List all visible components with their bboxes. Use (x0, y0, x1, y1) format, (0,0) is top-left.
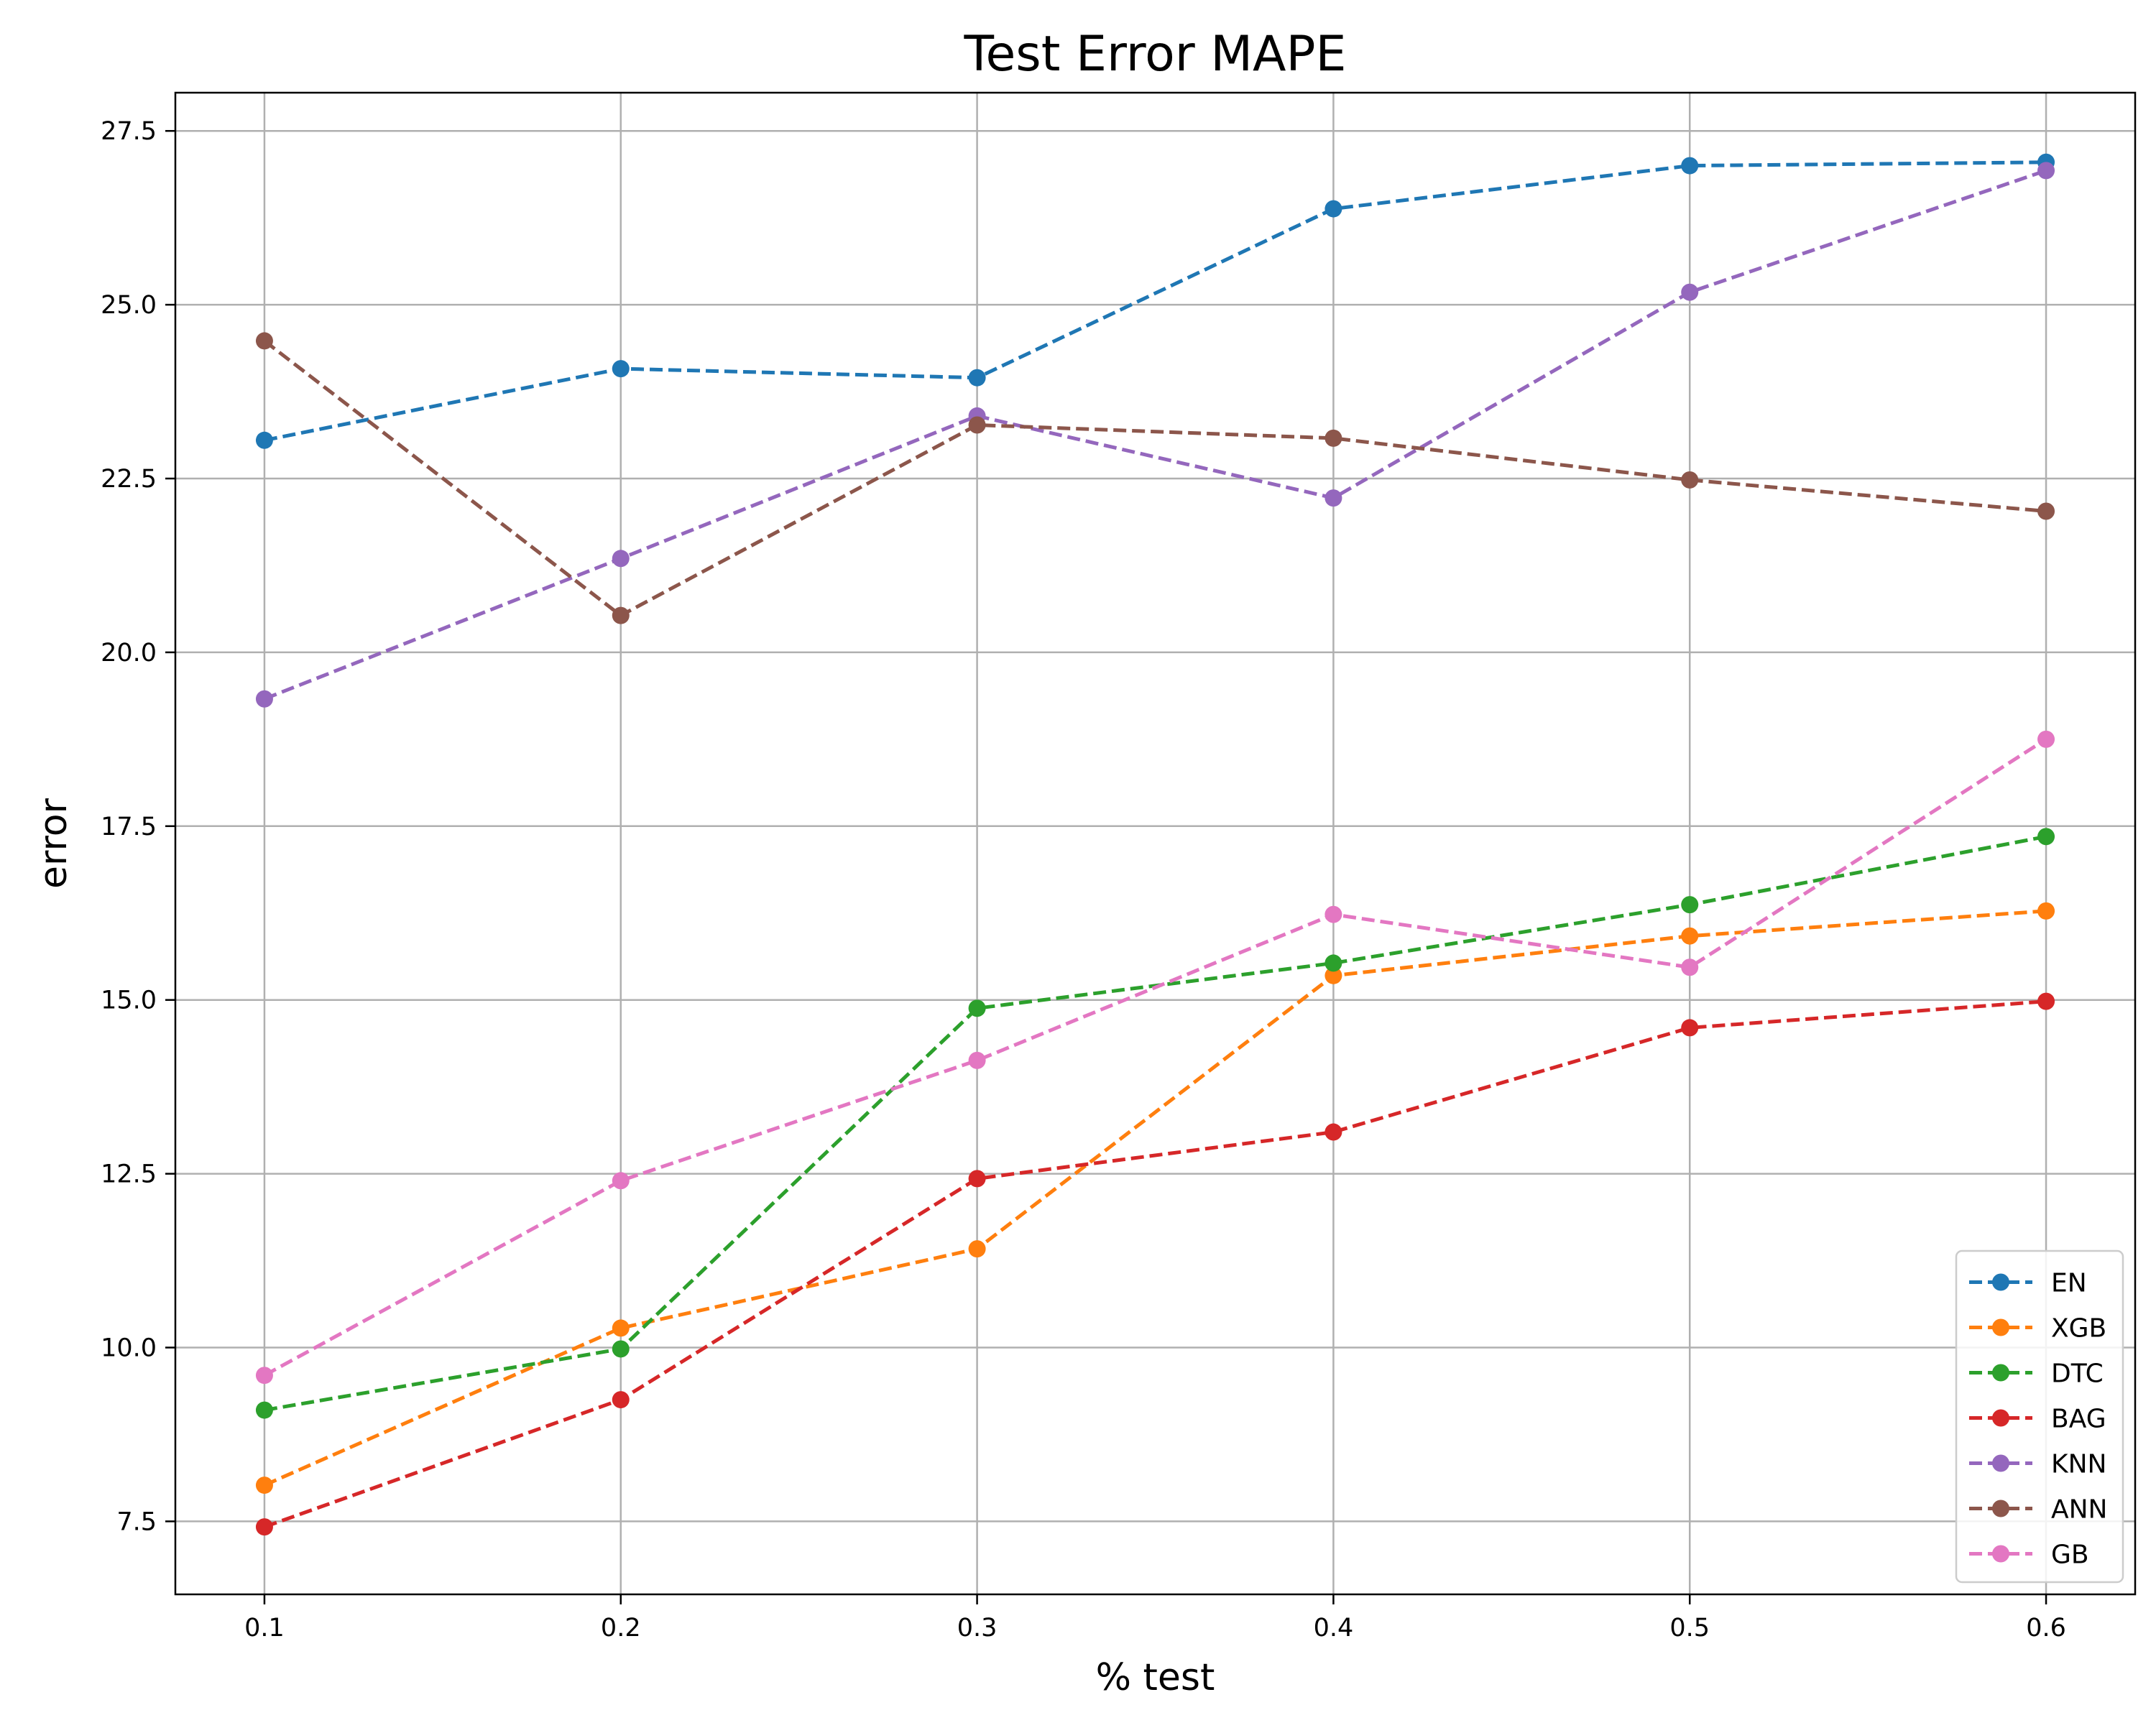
legend-marker-en (1992, 1273, 2009, 1291)
data-point-ann (968, 416, 986, 434)
data-point-gb (1681, 958, 1699, 976)
y-tick-label: 25.0 (101, 291, 157, 320)
data-point-bag (968, 1170, 986, 1188)
chart-title: Test Error MAPE (963, 26, 1346, 83)
legend-label-bag: BAG (2051, 1405, 2106, 1434)
data-point-en (1681, 157, 1699, 175)
data-point-dtc (1325, 954, 1342, 972)
x-axis-label: % test (1096, 1656, 1215, 1699)
data-point-ann (612, 606, 630, 624)
legend-label-xgb: XGB (2051, 1314, 2106, 1344)
legend-item-knn: KNN (1969, 1450, 2106, 1479)
data-point-knn (1681, 283, 1699, 301)
data-point-en (1325, 200, 1342, 218)
legend-marker-xgb (1992, 1318, 2009, 1336)
legend-marker-ann (1992, 1500, 2009, 1517)
series-layer (255, 153, 2055, 1536)
series-ann (255, 332, 2055, 624)
legend-label-dtc: DTC (2051, 1359, 2104, 1389)
series-gb (255, 730, 2055, 1385)
data-point-dtc (612, 1340, 630, 1358)
data-point-xgb (968, 1240, 986, 1258)
data-point-gb (968, 1051, 986, 1069)
y-tick-label: 22.5 (101, 465, 157, 494)
data-point-en (255, 431, 273, 449)
x-tick-label: 0.1 (244, 1614, 285, 1642)
x-tick-label: 0.4 (1314, 1614, 1354, 1642)
data-point-gb (1325, 905, 1342, 923)
data-point-bag (1325, 1123, 1342, 1141)
data-point-bag (1681, 1019, 1699, 1037)
data-point-gb (612, 1172, 630, 1190)
legend-item-dtc: DTC (1969, 1359, 2104, 1389)
x-tick-label: 0.6 (2026, 1614, 2066, 1642)
data-point-knn (612, 550, 630, 568)
series-line-knn (264, 169, 2047, 701)
legend-item-ann: ANN (1969, 1495, 2108, 1525)
series-line-gb (263, 737, 2047, 1377)
data-point-knn (255, 690, 273, 708)
series-xgb (255, 902, 2055, 1494)
legend: EN XGB DTC BAG KNN ANN GB (1955, 1249, 2124, 1584)
data-point-dtc (968, 999, 986, 1017)
ticks: 0.1 0.2 0.3 0.4 0.5 0.6 7.5 10.0 12.5 15.0 17.5 20.… (101, 117, 2066, 1642)
legend-label-en: EN (2051, 1269, 2087, 1298)
data-point-ann (2037, 502, 2055, 520)
data-point-knn (2037, 162, 2055, 180)
series-line-bag (264, 999, 2047, 1529)
series-line-xgb (263, 909, 2047, 1487)
series-line-ann (263, 339, 2047, 618)
data-point-ann (1681, 471, 1699, 489)
data-point-xgb (2037, 902, 2055, 920)
y-tick-label: 17.5 (101, 813, 157, 841)
data-point-en (612, 360, 630, 378)
x-tick-label: 0.3 (957, 1614, 998, 1642)
series-knn (255, 162, 2055, 708)
data-point-bag (612, 1391, 630, 1409)
y-tick-label: 27.5 (101, 117, 157, 146)
x-tick-label: 0.2 (601, 1614, 641, 1642)
legend-item-en: EN (1969, 1269, 2087, 1298)
data-point-en (968, 369, 986, 387)
legend-label-ann: ANN (2051, 1495, 2108, 1525)
legend-marker-bag (1992, 1409, 2009, 1427)
data-point-xgb (1681, 927, 1699, 945)
series-line-en (264, 160, 2047, 443)
x-tick-label: 0.5 (1669, 1614, 1710, 1642)
legend-item-xgb: XGB (1969, 1314, 2106, 1344)
y-axis-label: error (32, 798, 75, 889)
data-point-knn (1325, 489, 1342, 507)
y-tick-label: 12.5 (101, 1160, 157, 1189)
legend-item-bag: BAG (1969, 1405, 2106, 1434)
y-tick-label: 10.0 (101, 1334, 157, 1363)
legend-item-gb: GB (1969, 1540, 2089, 1570)
legend-marker-knn (1992, 1454, 2009, 1472)
data-point-xgb (255, 1477, 273, 1494)
data-point-gb (2037, 730, 2055, 748)
data-point-dtc (2037, 828, 2055, 846)
data-point-dtc (255, 1401, 273, 1419)
legend-marker-dtc (1992, 1364, 2009, 1382)
data-point-dtc (1681, 896, 1699, 914)
data-point-xgb (612, 1319, 630, 1337)
y-tick-label: 15.0 (101, 987, 157, 1015)
y-tick-label: 20.0 (101, 639, 157, 667)
legend-label-knn: KNN (2051, 1450, 2106, 1479)
data-point-bag (255, 1518, 273, 1536)
series-bag (255, 992, 2055, 1536)
y-tick-label: 7.5 (116, 1507, 157, 1536)
data-point-bag (2037, 992, 2055, 1010)
legend-label-gb: GB (2051, 1540, 2089, 1570)
data-point-ann (1325, 429, 1342, 447)
legend-marker-gb (1992, 1545, 2009, 1563)
plot-frame (174, 91, 2137, 1596)
data-point-xgb (1325, 966, 1342, 984)
data-point-gb (255, 1367, 273, 1385)
data-point-ann (255, 332, 273, 350)
